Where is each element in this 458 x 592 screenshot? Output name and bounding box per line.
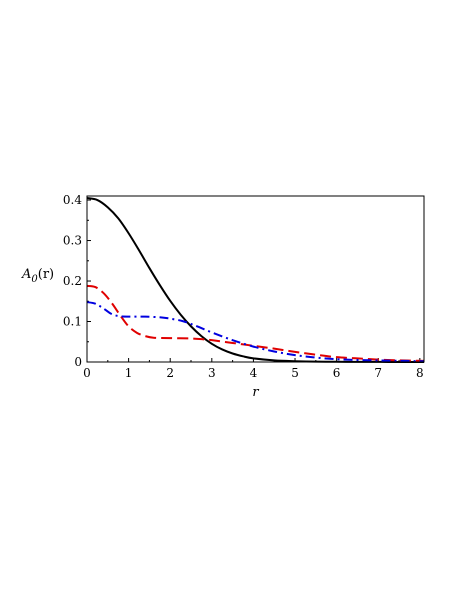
y-axis-title-subscript: 0 (31, 274, 38, 285)
x-tick-label: 6 (333, 366, 341, 380)
x-tick-label: 3 (208, 366, 216, 380)
tick-label-layer: 0 1 2 3 4 5 6 7 8 0 0.1 0.2 0.3 0.4 (63, 193, 424, 380)
x-axis-title: r (252, 385, 259, 400)
x-tick-label: 2 (166, 366, 174, 380)
x-tick-label: 7 (374, 366, 382, 380)
y-tick-label: 0.1 (63, 315, 82, 329)
x-tick-label: 8 (416, 366, 424, 380)
y-tick-label: 0.2 (63, 274, 82, 288)
y-tick-label: 0.4 (63, 193, 82, 207)
x-tick-label: 0 (83, 366, 91, 380)
series-layer (86, 197, 425, 363)
x-tick-label: 1 (125, 366, 133, 380)
y-tick-label: 0.3 (63, 234, 82, 248)
x-tick-label: 4 (250, 366, 258, 380)
y-axis-title: A0(r) (21, 267, 54, 285)
series-line-3 (86, 301, 425, 363)
y-axis-title-main: A (21, 267, 31, 282)
x-tick-label: 5 (291, 366, 299, 380)
tick-layer (86, 199, 421, 363)
y-tick-label: 0 (74, 355, 82, 369)
series-line-1 (86, 197, 424, 363)
plot-frame (86, 195, 425, 363)
series-line-2 (86, 284, 425, 362)
y-axis-title-argument: (r) (38, 267, 54, 282)
